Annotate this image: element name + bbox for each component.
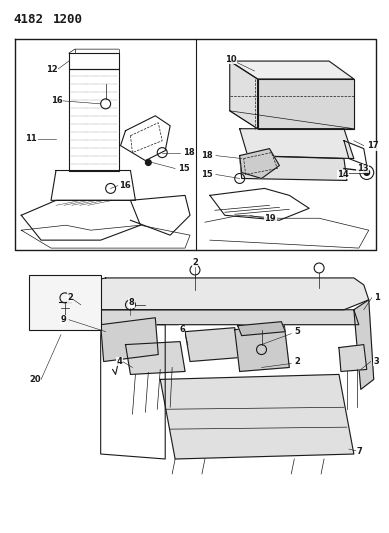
Polygon shape [240, 129, 354, 158]
Text: 17: 17 [367, 141, 378, 150]
Text: 9: 9 [60, 315, 66, 324]
Text: 13: 13 [357, 164, 368, 173]
Polygon shape [339, 345, 367, 372]
Text: 12: 12 [46, 64, 58, 74]
Text: 19: 19 [265, 214, 276, 223]
Text: 2: 2 [294, 357, 300, 366]
Text: 15: 15 [201, 170, 213, 179]
Polygon shape [126, 342, 185, 375]
Text: 16: 16 [119, 181, 130, 190]
Text: 18: 18 [183, 148, 195, 157]
Polygon shape [230, 61, 258, 129]
Text: 1: 1 [374, 293, 380, 302]
Polygon shape [238, 322, 286, 336]
Text: 1200: 1200 [53, 13, 83, 26]
Polygon shape [230, 61, 354, 79]
Polygon shape [160, 375, 354, 459]
Text: 5: 5 [294, 327, 300, 336]
Polygon shape [354, 300, 374, 389]
Polygon shape [240, 149, 279, 179]
Text: 10: 10 [225, 54, 237, 63]
Text: 2: 2 [192, 257, 198, 266]
Text: 11: 11 [25, 134, 37, 143]
Text: 2: 2 [67, 293, 73, 302]
Text: 3: 3 [374, 357, 379, 366]
Text: 7: 7 [357, 447, 363, 456]
Text: 4182: 4182 [13, 13, 43, 26]
Polygon shape [235, 326, 289, 372]
Polygon shape [101, 318, 158, 361]
Text: 20: 20 [29, 375, 41, 384]
Text: 16: 16 [51, 96, 63, 106]
Circle shape [364, 169, 370, 175]
Polygon shape [240, 156, 347, 181]
Text: 15: 15 [178, 164, 190, 173]
Text: 8: 8 [128, 298, 134, 308]
Polygon shape [258, 79, 354, 129]
Polygon shape [76, 278, 369, 310]
Polygon shape [96, 310, 359, 325]
Bar [29, 275, 101, 330]
Circle shape [145, 159, 151, 166]
Polygon shape [185, 328, 240, 361]
Text: 14: 14 [337, 170, 349, 179]
Text: 4: 4 [117, 357, 123, 366]
Text: 18: 18 [201, 151, 213, 160]
Text: 6: 6 [179, 325, 185, 334]
